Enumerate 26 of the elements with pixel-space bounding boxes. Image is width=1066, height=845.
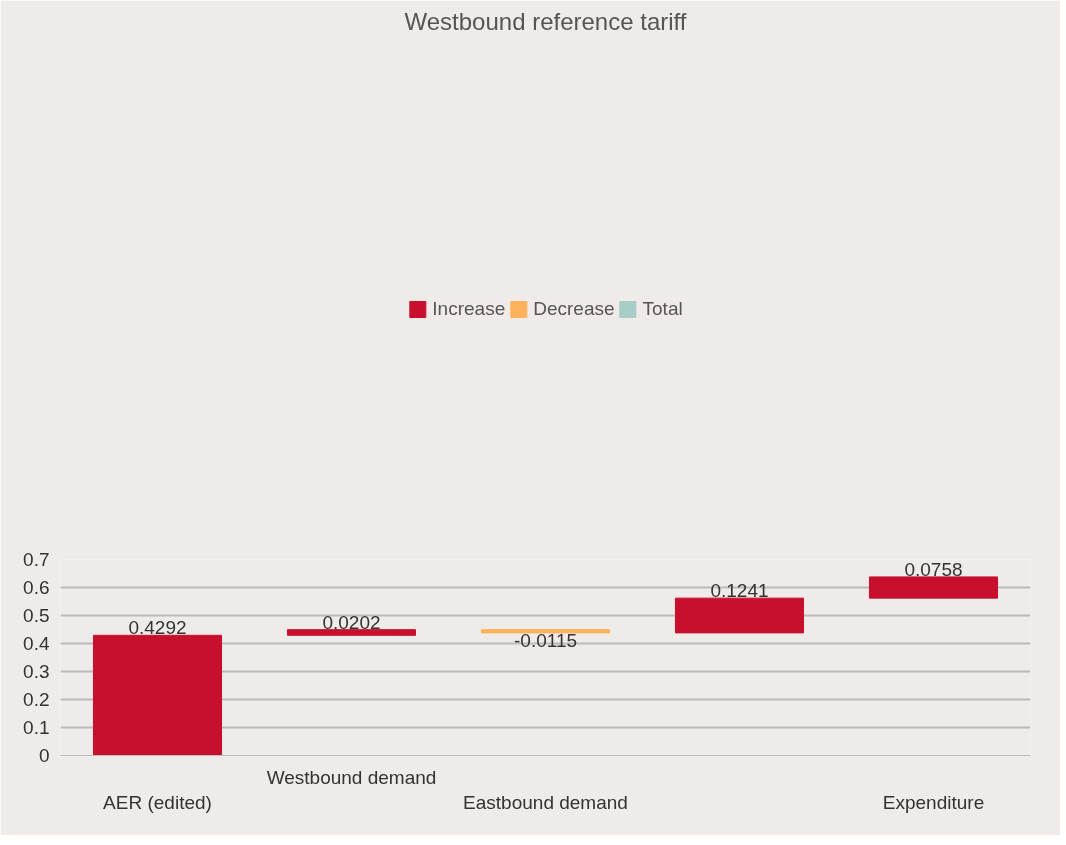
legend-label: Increase [432, 298, 506, 320]
y-tick-label: 0.4 [23, 633, 50, 654]
bar [674, 597, 805, 634]
bar [480, 629, 611, 634]
data-label: 0.1241 [710, 580, 769, 602]
y-tick-label: 0.1 [23, 717, 50, 738]
y-tick-label: 0.6 [23, 577, 50, 598]
bar [92, 634, 223, 756]
y-tick-label: 0.7 [23, 549, 50, 570]
x-tick-label: Eastbound demand [463, 791, 628, 813]
y-tick-label: 0.5 [23, 605, 50, 626]
y-tick-label: 0 [38, 745, 50, 766]
y-tick-label: 0.2 [23, 689, 50, 710]
x-tick-label: Westbound demand [266, 766, 437, 788]
chart-title: Westbound reference tariff [404, 7, 687, 35]
data-label: -0.0115 [513, 629, 578, 651]
x-tick-label: AER (edited) [103, 791, 212, 813]
data-label: 0.0202 [322, 611, 381, 633]
data-label: 0.0758 [904, 559, 963, 581]
legend-label: Total [642, 298, 683, 320]
data-label: 0.4292 [128, 617, 187, 639]
bar [868, 576, 999, 599]
x-tick-label: Expenditure [882, 791, 985, 813]
bar [286, 629, 417, 636]
legend-label: Decrease [533, 298, 615, 320]
y-tick-label: 0.3 [23, 661, 50, 682]
